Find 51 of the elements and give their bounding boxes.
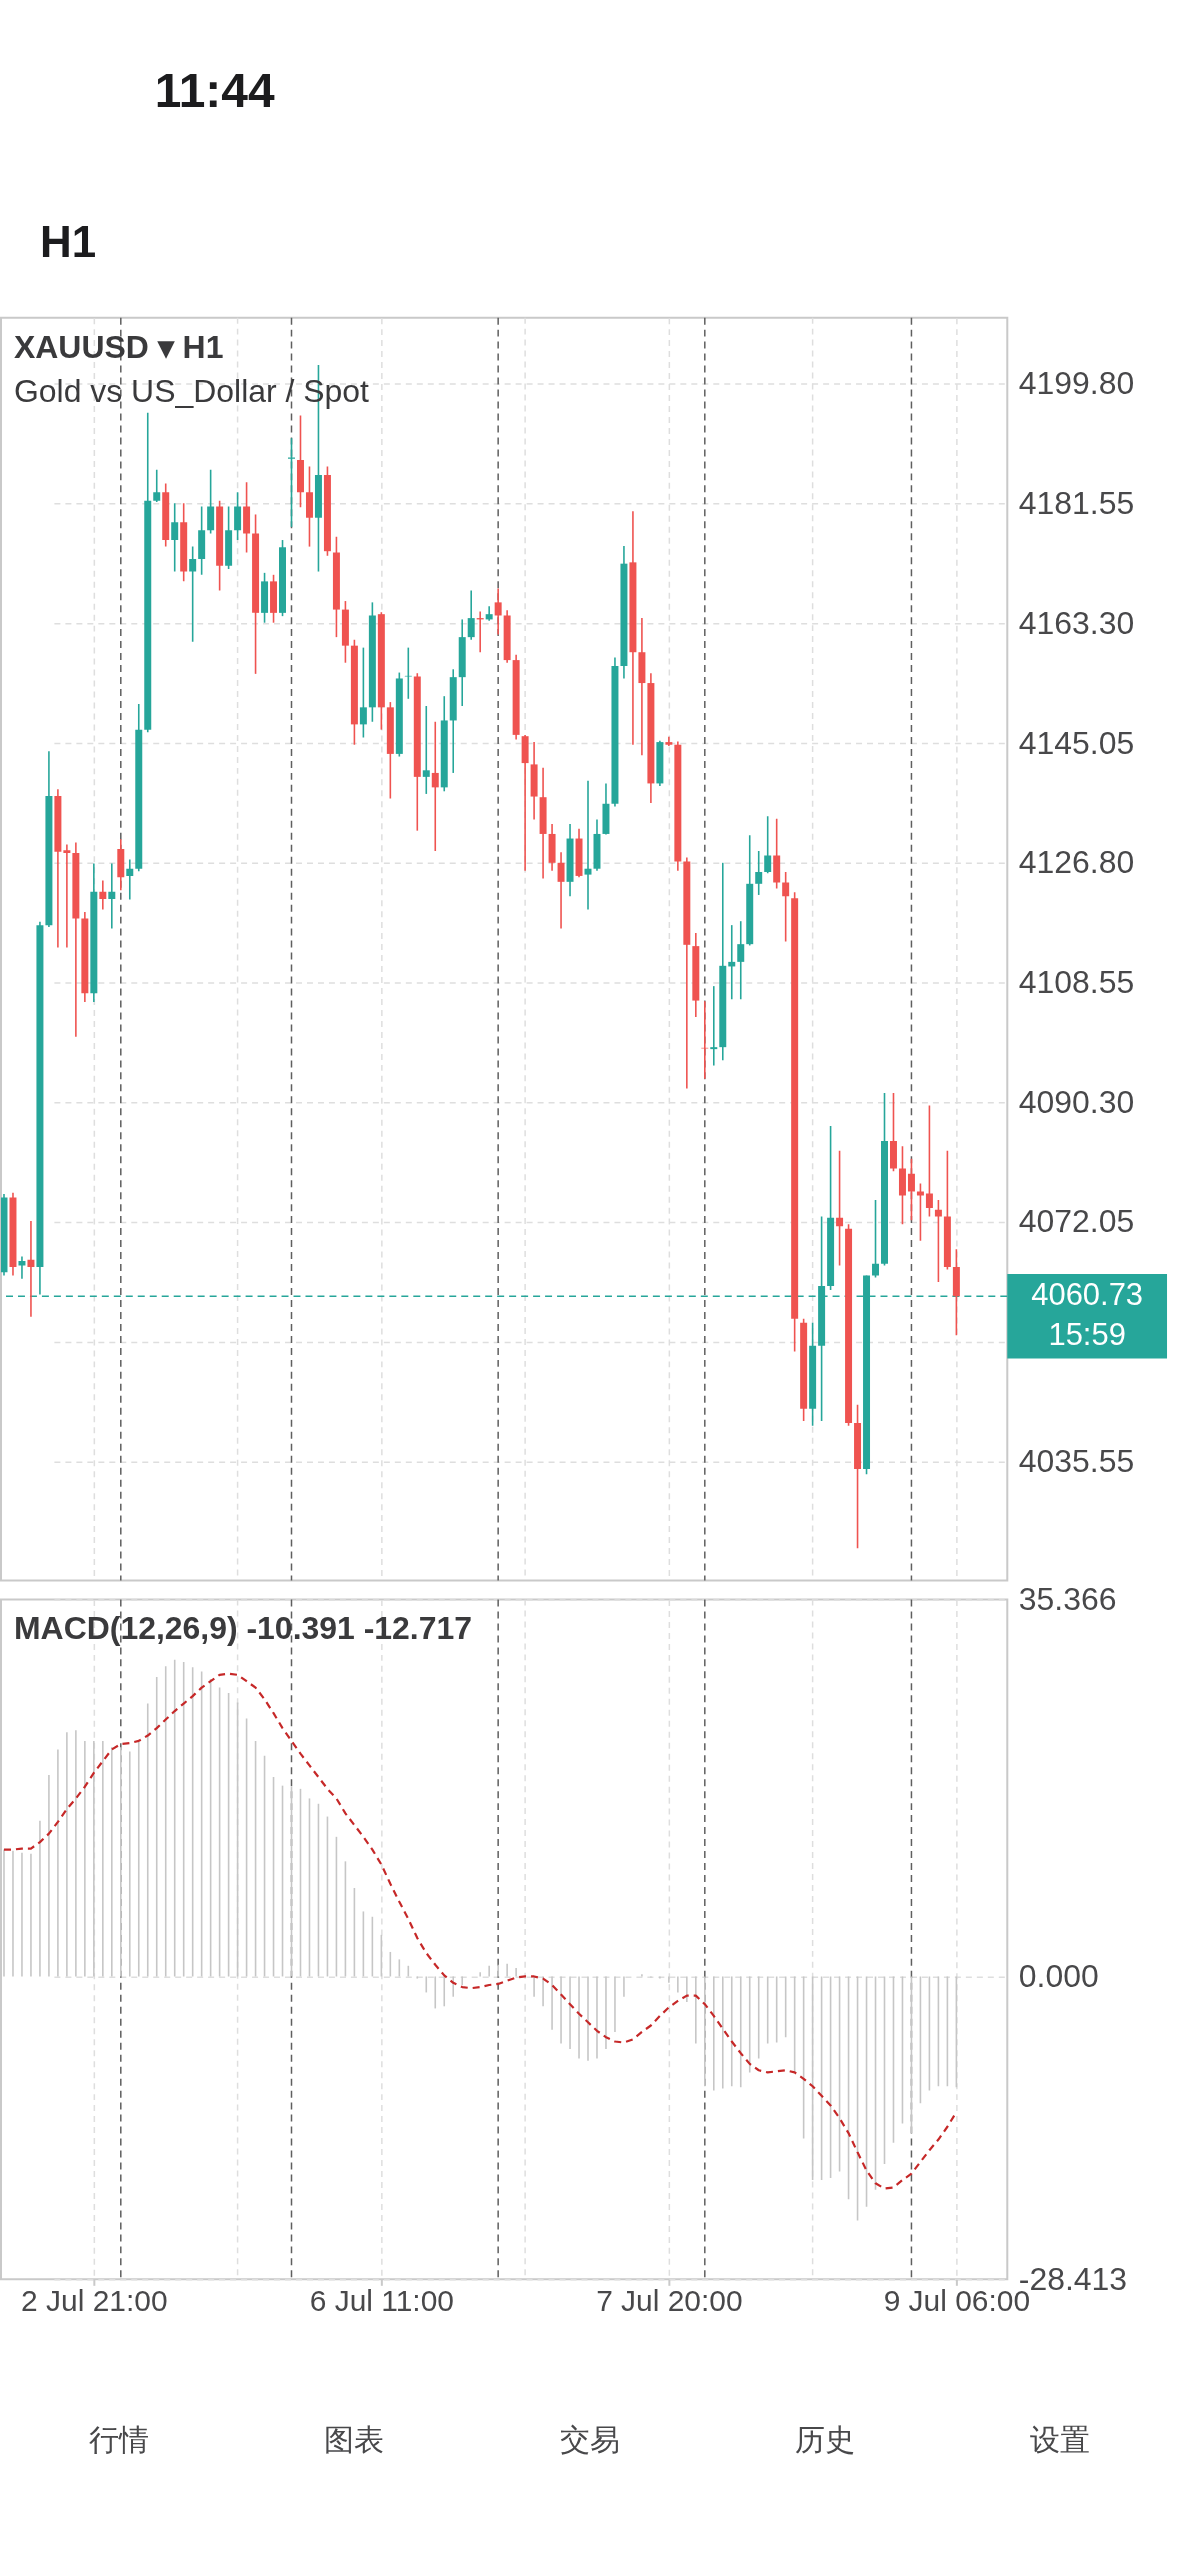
y-tick-label: 4199.80	[1018, 365, 1135, 402]
candlestick	[467, 589, 475, 641]
candlestick	[836, 1150, 844, 1267]
x-tick-label: 2 Jul 21:00	[21, 2283, 168, 2317]
text: 行情	[88, 2423, 149, 2457]
text: H1	[39, 216, 97, 266]
text: 11:44	[154, 64, 275, 118]
ref-line-label: 4060.73 15:59	[1031, 1277, 1144, 1353]
candlestick	[764, 815, 772, 875]
candlestick	[494, 587, 502, 636]
candlestick	[422, 705, 430, 795]
candlestick	[108, 862, 116, 930]
y-tick-label: 0.000	[1018, 1957, 1099, 1994]
candlestick	[63, 843, 71, 949]
y-tick-label: 4126.80	[1018, 844, 1135, 881]
candlestick	[126, 858, 134, 901]
candlestick	[18, 1255, 26, 1280]
y-tick-label: 4035.55	[1018, 1442, 1135, 1479]
x-tick-label: 6 Jul 11:00	[309, 2283, 454, 2317]
text: 图表	[324, 2423, 385, 2457]
y-tick-label: 4145.05	[1018, 724, 1135, 761]
y-tick-label: 4072.05	[1018, 1203, 1135, 1240]
candlestick	[710, 985, 718, 1067]
candlestick	[27, 1220, 35, 1318]
candlestick	[737, 920, 745, 1001]
candlestick	[916, 1182, 924, 1242]
chart-title: XAUUSD ▾ H1	[13, 328, 224, 365]
line-series	[2, 1672, 958, 2190]
candlestick	[557, 851, 565, 930]
y-tick-label: 4108.55	[1018, 964, 1135, 1001]
candlestick	[207, 469, 215, 535]
candlestick	[431, 720, 439, 852]
candlestick	[171, 502, 179, 573]
candlestick	[189, 545, 197, 643]
candlestick	[925, 1104, 933, 1218]
candlestick	[934, 1199, 942, 1283]
chart-title: MACD(12,26,9) -10.391 -12.717	[13, 1610, 472, 1647]
candlestick	[359, 646, 367, 739]
y-tick-label: 35.366	[1018, 1580, 1117, 1617]
candlestick	[153, 469, 161, 503]
text: 交易	[559, 2423, 620, 2457]
y-tick-label: 4163.30	[1018, 604, 1135, 641]
candlestick	[782, 871, 790, 943]
text: 历史	[794, 2423, 855, 2457]
y-tick-label: 4181.55	[1018, 485, 1135, 522]
text: 设置	[1030, 2423, 1091, 2457]
x-tick-label: 7 Jul 20:00	[596, 2283, 743, 2317]
candlestick	[99, 879, 107, 911]
y-tick-label: 4090.30	[1018, 1083, 1135, 1120]
candlestick	[872, 1199, 880, 1279]
candlestick	[755, 850, 763, 896]
